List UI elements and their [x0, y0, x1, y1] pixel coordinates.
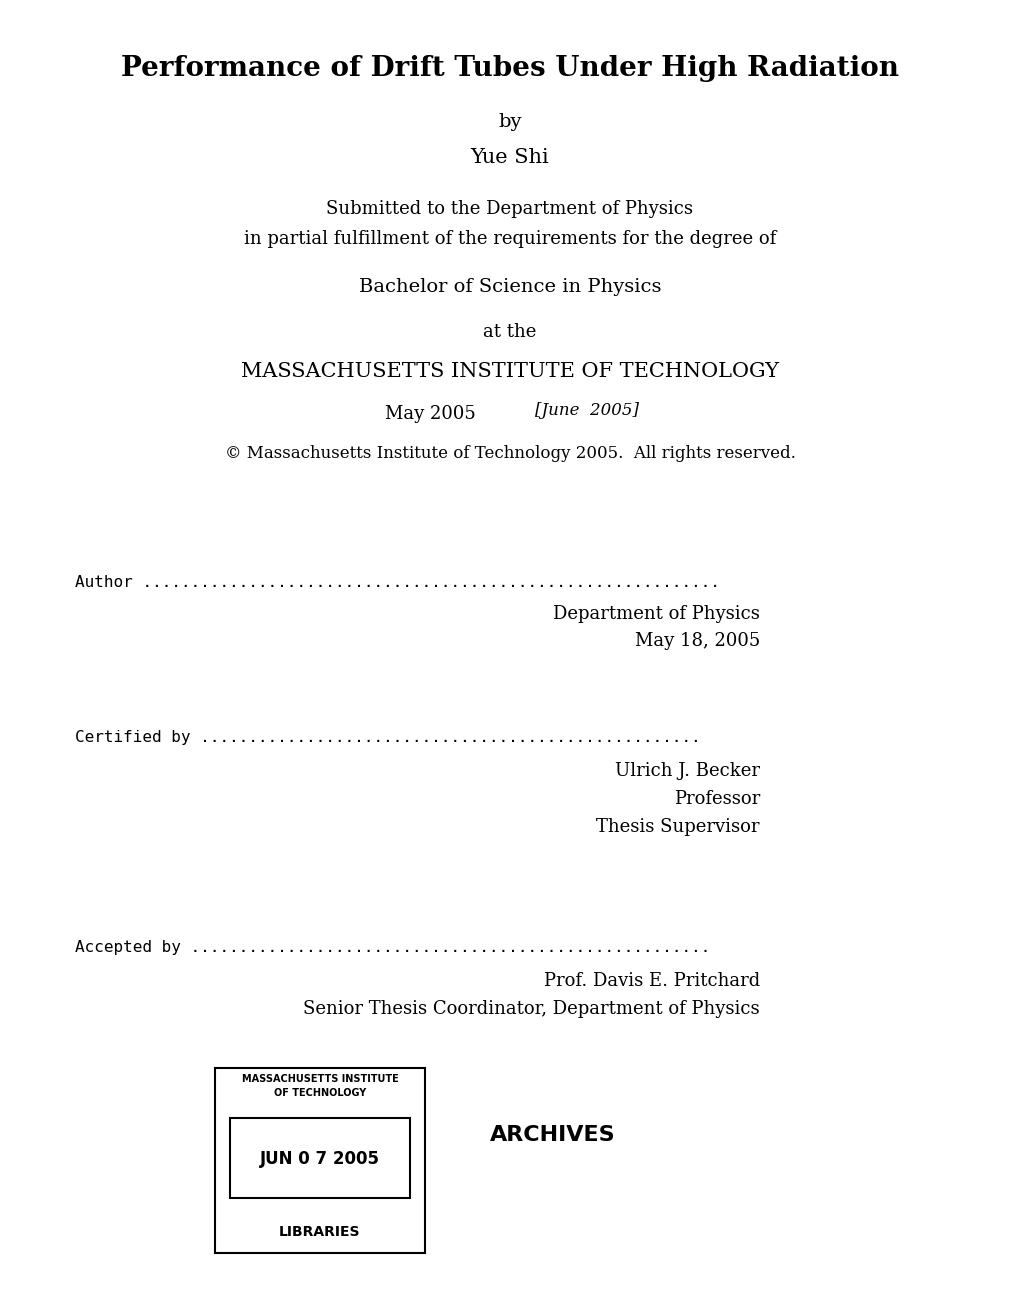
Text: Author ............................................................: Author .................................…: [75, 575, 719, 590]
Bar: [229, 1118, 410, 1197]
Text: OF TECHNOLOGY: OF TECHNOLOGY: [274, 1088, 366, 1098]
Text: Yue Shi: Yue Shi: [470, 148, 549, 168]
Text: [June  2005]: [June 2005]: [535, 402, 638, 419]
Text: © Massachusetts Institute of Technology 2005.  All rights reserved.: © Massachusetts Institute of Technology …: [224, 445, 795, 461]
Text: Prof. Davis E. Pritchard: Prof. Davis E. Pritchard: [543, 972, 759, 990]
Text: Thesis Supervisor: Thesis Supervisor: [596, 819, 759, 837]
Text: MASSACHUSETTS INSTITUTE: MASSACHUSETTS INSTITUTE: [242, 1074, 398, 1084]
Text: Ulrich J. Becker: Ulrich J. Becker: [614, 762, 759, 780]
Text: JUN 0 7 2005: JUN 0 7 2005: [260, 1150, 380, 1168]
Bar: [215, 1069, 425, 1253]
Text: Accepted by ......................................................: Accepted by ............................…: [75, 940, 709, 955]
Text: May 18, 2005: May 18, 2005: [634, 632, 759, 650]
Text: Senior Thesis Coordinator, Department of Physics: Senior Thesis Coordinator, Department of…: [303, 1000, 759, 1018]
Text: Submitted to the Department of Physics: Submitted to the Department of Physics: [326, 200, 693, 218]
Text: May 2005: May 2005: [384, 405, 475, 423]
Text: Certified by ....................................................: Certified by ...........................…: [75, 730, 700, 745]
Text: at the: at the: [483, 324, 536, 342]
Text: by: by: [497, 113, 522, 131]
Text: Performance of Drift Tubes Under High Radiation: Performance of Drift Tubes Under High Ra…: [121, 55, 898, 82]
Text: MASSACHUSETTS INSTITUTE OF TECHNOLOGY: MASSACHUSETTS INSTITUTE OF TECHNOLOGY: [240, 362, 779, 382]
Text: Professor: Professor: [674, 790, 759, 808]
Text: ARCHIVES: ARCHIVES: [489, 1125, 615, 1145]
Text: Bachelor of Science in Physics: Bachelor of Science in Physics: [359, 278, 660, 296]
Text: LIBRARIES: LIBRARIES: [279, 1225, 361, 1239]
Text: in partial fulfillment of the requirements for the degree of: in partial fulfillment of the requiremen…: [244, 229, 775, 247]
Text: Department of Physics: Department of Physics: [552, 605, 759, 623]
